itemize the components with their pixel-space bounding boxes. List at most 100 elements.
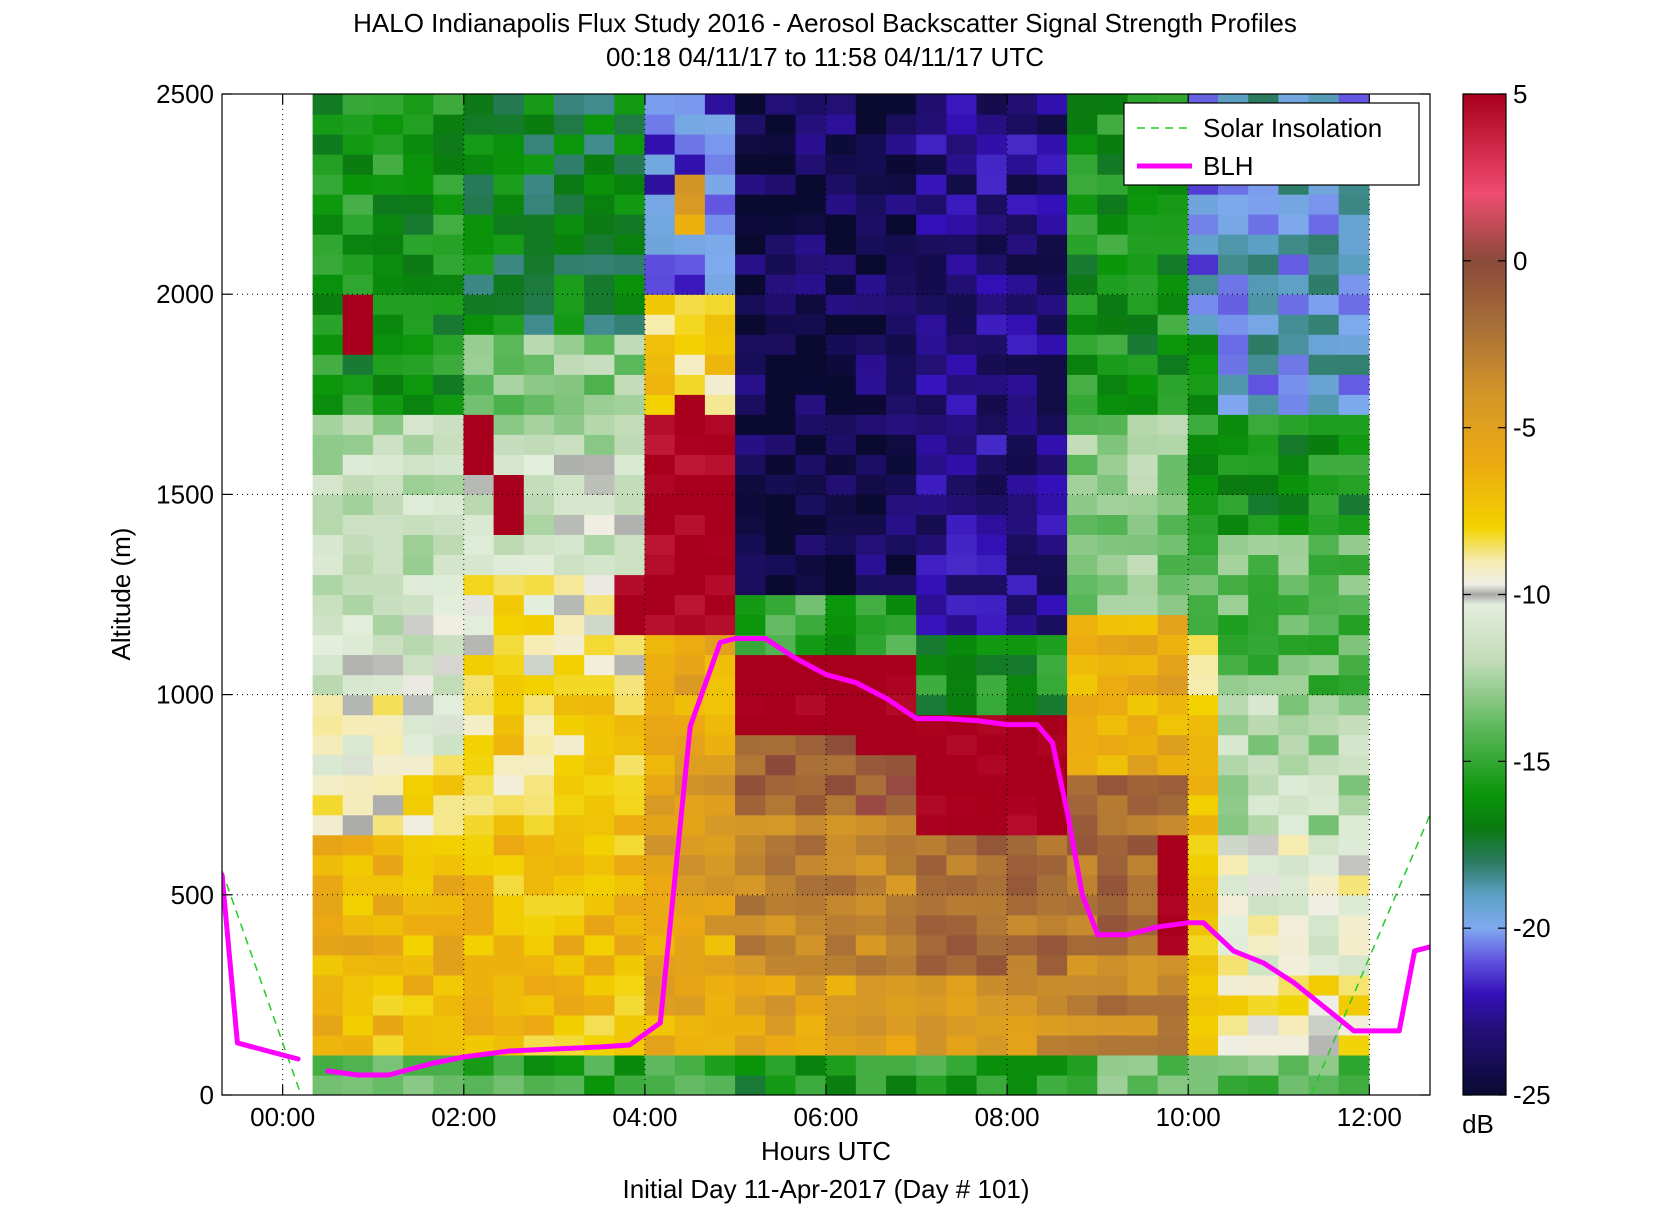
heatmap-cell [644,974,676,996]
heatmap-cell [312,134,344,155]
heatmap-cell [1067,674,1098,696]
heatmap-cell [825,954,857,976]
heatmap-cell [1097,514,1129,535]
heatmap-cell [554,834,585,856]
heatmap-cell [765,1075,797,1095]
heatmap-cell [825,434,857,455]
heatmap-cell [1097,934,1129,956]
heatmap-cell [523,794,555,816]
heatmap-cell [342,594,374,616]
heatmap-cell [886,174,917,195]
heatmap-cell [795,434,827,455]
heatmap-cell [735,94,766,115]
heatmap-cell [735,1034,766,1056]
heatmap-cell [1187,834,1219,856]
heatmap-cell [886,294,917,315]
heatmap-cell [372,514,404,535]
heatmap-cell [1067,854,1098,876]
heatmap-cell [1006,1055,1038,1076]
heatmap-cell [523,234,555,255]
heatmap-cell [493,834,525,856]
heatmap-cell [1006,894,1038,916]
heatmap-cell [342,994,374,1016]
heatmap-cell [855,154,887,175]
heatmap-cell [554,1014,585,1036]
heatmap-cell [312,294,344,315]
heatmap-cell [523,954,555,976]
heatmap-cell [614,754,646,776]
heatmap-cell [674,214,706,235]
heatmap-cell [1308,854,1340,876]
heatmap-cell [1036,674,1068,696]
heatmap-cell [1036,1034,1068,1056]
heatmap-cell [312,674,344,696]
heatmap-cell [644,434,676,455]
heatmap-cell [614,914,646,936]
heatmap-cell [372,114,404,135]
heatmap-cell [1006,514,1038,535]
heatmap-cell [523,974,555,996]
heatmap-cell [463,814,495,836]
heatmap-cell [433,1014,465,1036]
heatmap-cell [735,974,766,996]
heatmap-cell [433,514,465,535]
heatmap-cell [312,454,344,475]
heatmap-cell [795,574,827,596]
heatmap-cell [312,194,344,215]
heatmap-cell [403,694,434,716]
heatmap-cell [1097,154,1129,175]
heatmap-cell [463,374,495,395]
heatmap-cell [946,994,978,1016]
heatmap-cell [1067,274,1098,295]
heatmap-cell [614,694,646,716]
heatmap-cell [825,854,857,876]
heatmap-cell [493,634,525,656]
heatmap-cell [433,994,465,1016]
heatmap-cell [1036,474,1068,495]
heatmap-cell [1097,1034,1129,1056]
heatmap-cell [1036,1055,1068,1076]
heatmap-cell [1097,194,1129,215]
heatmap-cell [704,1034,736,1056]
heatmap-cell [463,974,495,996]
heatmap-cell [1187,814,1219,836]
heatmap-cell [1036,954,1068,976]
heatmap-cell [825,414,857,435]
heatmap-cell [946,754,978,776]
heatmap-cell [523,494,555,515]
heatmap-cell [433,274,465,295]
heatmap-cell [855,994,887,1016]
heatmap-cell [1127,1055,1159,1076]
heatmap-cell [674,574,706,596]
heatmap-cell [1127,994,1159,1016]
heatmap-cell [463,714,495,736]
heatmap-cell [644,774,676,796]
heatmap-cell [886,774,917,796]
heatmap-cell [765,434,797,455]
heatmap-cell [644,694,676,716]
heatmap-cell [463,174,495,195]
heatmap-cell [825,1075,857,1095]
heatmap-cell [855,814,887,836]
heatmap-cell [1187,434,1219,455]
heatmap-cell [463,894,495,916]
heatmap-cell [372,494,404,515]
heatmap-cell [644,574,676,596]
heatmap-cell [312,374,344,395]
heatmap-cell [312,514,344,535]
heatmap-cell [584,774,615,796]
heatmap-cell [554,314,585,335]
heatmap-cell [946,794,978,816]
heatmap-cell [1036,314,1068,335]
heatmap-cell [674,874,706,896]
heatmap-cell [463,514,495,535]
heatmap-cell [1036,574,1068,596]
heatmap-cell [946,374,978,395]
heatmap-cell [463,994,495,1016]
heatmap-cell [403,634,434,656]
heatmap-cell [433,674,465,696]
heatmap-cell [704,974,736,996]
heatmap-cell [795,774,827,796]
heatmap-cell [493,494,525,515]
heatmap-cell [342,274,374,295]
